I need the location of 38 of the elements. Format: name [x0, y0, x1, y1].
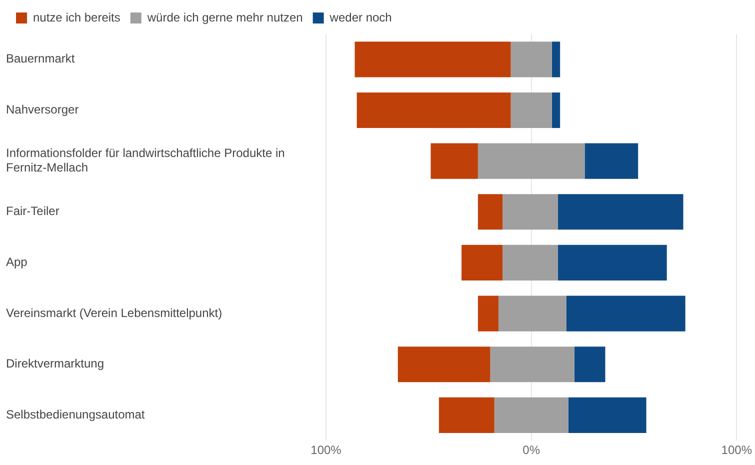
bar	[502, 194, 558, 230]
bar	[510, 92, 552, 128]
y-tick-label: Selbstbedienungsautomat	[6, 408, 146, 422]
bar	[494, 397, 568, 433]
legend-label: würde ich gerne mehr nutzen	[146, 10, 303, 24]
y-tick-label: Nahversorger	[6, 102, 79, 117]
y-tick-label: Bauernmarkt	[6, 52, 76, 66]
legend-label: nutze ich bereits	[33, 10, 120, 24]
y-tick-label: Informationsfolder für landwirtschaftliche Produkte in Fernitz-Mellach	[6, 146, 285, 175]
bar	[438, 397, 494, 433]
bar	[568, 397, 646, 433]
y-tick-label: Vereinsmarkt (Verein Lebensmittelpunkt)	[6, 306, 222, 320]
y-tick-label: Fair-Teiler	[6, 204, 60, 218]
bar	[510, 42, 552, 78]
bar	[552, 42, 560, 78]
legend-label: weder noch	[328, 10, 392, 24]
bar	[478, 296, 498, 332]
bar	[462, 244, 503, 280]
bar	[552, 92, 560, 128]
x-tick-label: 100%	[721, 443, 752, 458]
bar	[490, 346, 574, 382]
bar	[354, 42, 511, 78]
bar	[398, 346, 490, 382]
x-tick-label: 100%	[310, 443, 342, 458]
bar	[566, 296, 686, 332]
bar	[356, 92, 511, 128]
bar	[558, 194, 684, 230]
bar	[558, 244, 667, 280]
x-tick-label: 0%	[522, 443, 540, 458]
bar	[502, 244, 558, 280]
bar	[574, 346, 606, 382]
bar	[478, 143, 585, 179]
y-tick-label: Direktvermarktung	[6, 356, 104, 371]
bar	[430, 143, 478, 179]
bar	[584, 143, 638, 179]
bar	[498, 296, 566, 332]
bar	[478, 194, 503, 230]
y-tick-label: App	[6, 255, 28, 270]
